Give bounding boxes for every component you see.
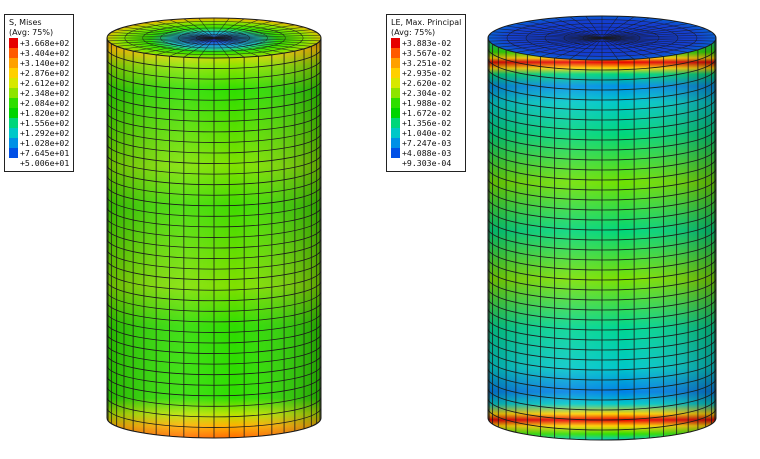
- legend-entry: +3.567e-02: [391, 48, 461, 58]
- legend-entry: +1.820e+02: [9, 108, 69, 118]
- legend-subtitle: (Avg: 75%): [9, 28, 54, 37]
- legend-entry: +3.140e+02: [9, 58, 69, 68]
- legend-entry: +2.348e+02: [9, 88, 69, 98]
- mises-stress-cylinder: [106, 17, 322, 439]
- legend-entry: +5.006e+01: [9, 158, 69, 168]
- legend-value: +1.988e-02: [402, 98, 452, 108]
- legend-color-swatch: [391, 68, 400, 78]
- legend-color-swatch: [9, 58, 18, 68]
- legend-color-swatch: [391, 138, 400, 148]
- legend-scale: +3.668e+02 +3.404e+02 +3.140e+02 +2.876e+02…: [9, 38, 69, 168]
- legend-value: +4.088e-03: [402, 148, 452, 158]
- legend-value: +1.040e-02: [402, 128, 452, 138]
- legend-entry: +2.935e-02: [391, 68, 461, 78]
- legend-color-swatch: [9, 118, 18, 128]
- legend-value: +2.620e-02: [402, 78, 452, 88]
- legend-title: LE, Max. Principal: [391, 18, 462, 27]
- legend-value: +1.556e+02: [20, 118, 70, 128]
- legend-value: +2.084e+02: [20, 98, 70, 108]
- legend-color-swatch: [9, 38, 18, 48]
- legend-entry: +7.247e-03: [391, 138, 461, 148]
- legend-value: +1.820e+02: [20, 108, 70, 118]
- mesh-grid: [107, 40, 321, 438]
- legend-value: +3.404e+02: [20, 48, 70, 58]
- legend-entry: +2.876e+02: [9, 68, 69, 78]
- legend-color-swatch: [391, 108, 400, 118]
- legend-color-swatch: [9, 128, 18, 138]
- mises-stress-legend: S, Mises (Avg: 75%) +3.668e+02 +3.404e+02…: [4, 14, 75, 172]
- legend-color-swatch: [391, 48, 400, 58]
- legend-value: +7.645e+01: [20, 148, 70, 158]
- legend-value: +3.251e-02: [402, 58, 452, 68]
- max-principal-strain-cylinder: [487, 15, 717, 441]
- legend-color-swatch: [9, 108, 18, 118]
- legend-subtitle: (Avg: 75%): [391, 28, 436, 37]
- legend-entry: +1.028e+02: [9, 138, 69, 148]
- max-principal-strain-legend: LE, Max. Principal (Avg: 75%) +3.883e-02…: [386, 14, 467, 172]
- legend-color-swatch: [9, 98, 18, 108]
- legend-entry: +2.084e+02: [9, 98, 69, 108]
- legend-color-swatch: [9, 148, 18, 158]
- legend-entry: +1.556e+02: [9, 118, 69, 128]
- legend-value: +5.006e+01: [20, 158, 70, 168]
- legend-entry: +1.988e-02: [391, 98, 461, 108]
- legend-entry: +9.303e-04: [391, 158, 461, 168]
- legend-value: +1.356e-02: [402, 118, 452, 128]
- legend-value: +2.348e+02: [20, 88, 70, 98]
- legend-entry: +3.883e-02: [391, 38, 461, 48]
- mesh-grid: [488, 41, 716, 440]
- legend-color-swatch: [9, 68, 18, 78]
- legend-color-swatch: [391, 78, 400, 88]
- legend-color-swatch: [391, 38, 400, 48]
- legend-color-swatch: [391, 58, 400, 68]
- legend-entry: +3.404e+02: [9, 48, 69, 58]
- legend-entry: +2.304e-02: [391, 88, 461, 98]
- legend-entry: +3.251e-02: [391, 58, 461, 68]
- legend-entry: +4.088e-03: [391, 148, 461, 158]
- legend-color-swatch: [391, 118, 400, 128]
- legend-value: +3.668e+02: [20, 38, 70, 48]
- legend-value: +3.567e-02: [402, 48, 452, 58]
- legend-value: +2.304e-02: [402, 88, 452, 98]
- legend-scale: +3.883e-02 +3.567e-02 +3.251e-02 +2.935e-02…: [391, 38, 461, 168]
- legend-color-swatch: [391, 148, 400, 158]
- legend-entry: +7.645e+01: [9, 148, 69, 158]
- legend-color-swatch: [391, 88, 400, 98]
- legend-value: +7.247e-03: [402, 138, 452, 148]
- legend-entry: +1.672e-02: [391, 108, 461, 118]
- legend-color-swatch: [9, 88, 18, 98]
- legend-color-swatch: [9, 138, 18, 148]
- legend-title: S, Mises: [9, 18, 42, 27]
- legend-value: +2.612e+02: [20, 78, 70, 88]
- legend-value: +2.935e-02: [402, 68, 452, 78]
- legend-entry: +1.292e+02: [9, 128, 69, 138]
- legend-entry: +1.040e-02: [391, 128, 461, 138]
- top-face-mesh: [488, 16, 716, 60]
- legend-value: +9.303e-04: [402, 158, 452, 168]
- legend-value: +3.140e+02: [20, 58, 70, 68]
- legend-entry: +2.612e+02: [9, 78, 69, 88]
- legend-entry: +1.356e-02: [391, 118, 461, 128]
- legend-color-swatch: [9, 78, 18, 88]
- legend-value: +3.883e-02: [402, 38, 452, 48]
- legend-color-swatch: [391, 128, 400, 138]
- legend-color-swatch: [391, 98, 400, 108]
- legend-entry: +2.620e-02: [391, 78, 461, 88]
- legend-value: +1.028e+02: [20, 138, 70, 148]
- legend-value: +1.292e+02: [20, 128, 70, 138]
- legend-color-swatch: [9, 48, 18, 58]
- top-face-mesh: [107, 18, 321, 58]
- legend-value: +2.876e+02: [20, 68, 70, 78]
- legend-entry: +3.668e+02: [9, 38, 69, 48]
- legend-value: +1.672e-02: [402, 108, 452, 118]
